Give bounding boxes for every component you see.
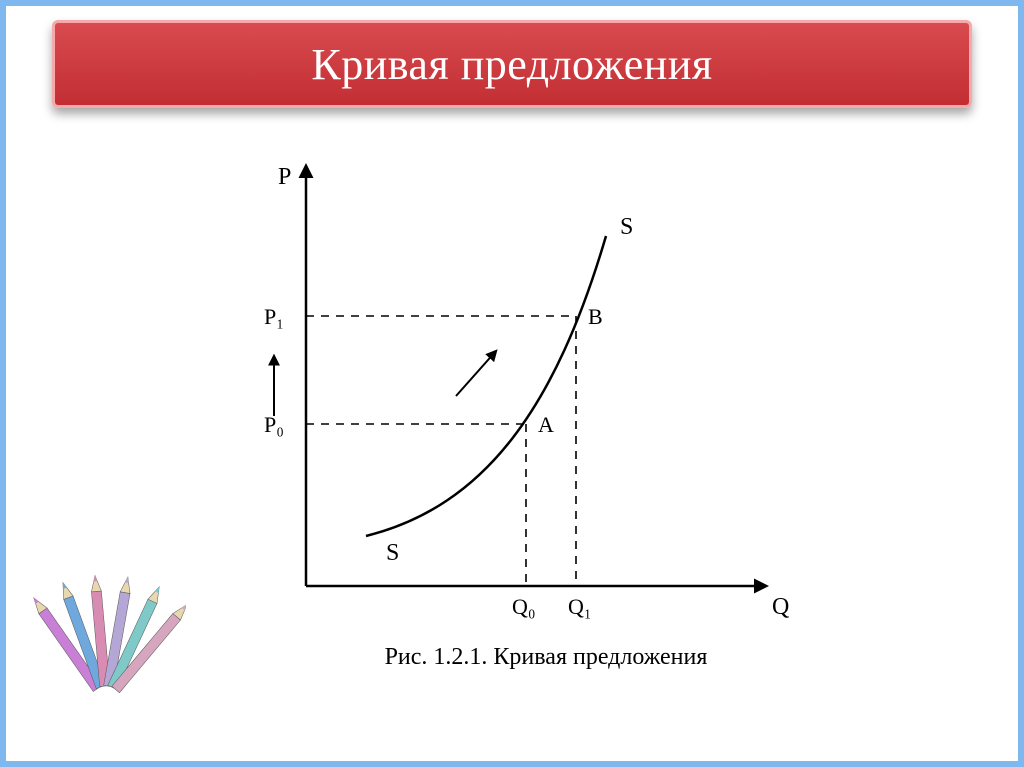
supply-curve-chart: PQSSABP₀P₁Q₀Q₁ Рис. 1.2.1. Кривая предло… [206, 146, 886, 706]
svg-text:A: A [538, 412, 554, 437]
svg-text:S: S [386, 540, 399, 566]
page-title: Кривая предложения [311, 39, 712, 90]
pencils-icon [26, 561, 186, 721]
svg-text:Q₀: Q₀ [512, 594, 536, 619]
slide-frame: Кривая предложения PQSSABP₀P₁Q₀Q₁ Рис. 1… [0, 0, 1024, 767]
svg-text:Q: Q [772, 594, 789, 620]
svg-text:S: S [620, 214, 633, 240]
svg-text:P₁: P₁ [264, 304, 284, 329]
chart-svg: PQSSABP₀P₁Q₀Q₁ [206, 146, 886, 666]
svg-text:B: B [588, 304, 603, 329]
svg-text:P: P [278, 164, 291, 190]
svg-text:Q₁: Q₁ [568, 594, 592, 619]
title-bar: Кривая предложения [52, 20, 972, 108]
pencils-decoration [26, 561, 186, 721]
chart-caption: Рис. 1.2.1. Кривая предложения [206, 644, 886, 671]
